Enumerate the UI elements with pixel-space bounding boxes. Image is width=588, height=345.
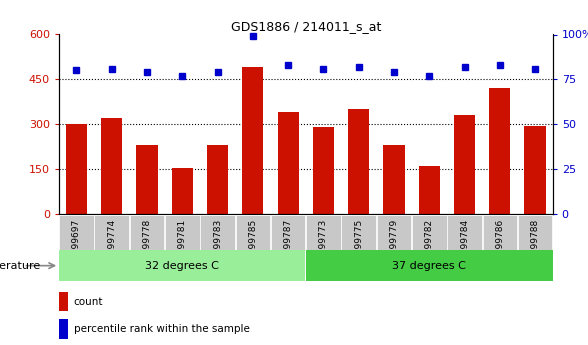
FancyBboxPatch shape bbox=[377, 215, 411, 276]
Bar bbox=[524, 126, 546, 214]
Text: GSM99697: GSM99697 bbox=[72, 219, 81, 268]
FancyBboxPatch shape bbox=[306, 250, 553, 281]
FancyBboxPatch shape bbox=[59, 215, 93, 276]
FancyBboxPatch shape bbox=[342, 215, 376, 276]
Text: count: count bbox=[74, 297, 103, 307]
Text: GSM99785: GSM99785 bbox=[248, 219, 258, 268]
Text: GSM99786: GSM99786 bbox=[495, 219, 505, 268]
FancyBboxPatch shape bbox=[271, 215, 305, 276]
Text: GSM99773: GSM99773 bbox=[319, 219, 328, 268]
Text: 37 degrees C: 37 degrees C bbox=[392, 261, 466, 270]
Text: GSM99779: GSM99779 bbox=[389, 219, 399, 268]
Text: GSM99775: GSM99775 bbox=[354, 219, 363, 268]
Text: GSM99783: GSM99783 bbox=[213, 219, 222, 268]
Text: GSM99782: GSM99782 bbox=[425, 219, 434, 268]
Bar bbox=[278, 112, 299, 214]
FancyBboxPatch shape bbox=[483, 215, 517, 276]
FancyBboxPatch shape bbox=[95, 215, 129, 276]
Title: GDS1886 / 214011_s_at: GDS1886 / 214011_s_at bbox=[230, 20, 381, 33]
Bar bbox=[101, 118, 122, 214]
FancyBboxPatch shape bbox=[236, 215, 270, 276]
Bar bbox=[66, 124, 87, 214]
Bar bbox=[313, 127, 334, 214]
FancyBboxPatch shape bbox=[59, 250, 305, 281]
Text: GSM99788: GSM99788 bbox=[530, 219, 540, 268]
FancyBboxPatch shape bbox=[130, 215, 164, 276]
FancyBboxPatch shape bbox=[518, 215, 552, 276]
Bar bbox=[383, 145, 405, 214]
Text: GSM99778: GSM99778 bbox=[142, 219, 152, 268]
Bar bbox=[489, 88, 510, 214]
Text: percentile rank within the sample: percentile rank within the sample bbox=[74, 324, 249, 334]
Bar bbox=[136, 145, 158, 214]
Text: GSM99781: GSM99781 bbox=[178, 219, 187, 268]
FancyBboxPatch shape bbox=[412, 215, 446, 276]
Bar bbox=[59, 292, 68, 311]
FancyBboxPatch shape bbox=[447, 215, 482, 276]
Bar bbox=[172, 168, 193, 214]
FancyBboxPatch shape bbox=[201, 215, 235, 276]
Bar bbox=[59, 319, 68, 339]
FancyBboxPatch shape bbox=[165, 215, 199, 276]
Bar bbox=[419, 166, 440, 214]
Text: temperature: temperature bbox=[0, 261, 41, 270]
Text: GSM99774: GSM99774 bbox=[107, 219, 116, 268]
Bar bbox=[207, 145, 228, 214]
FancyBboxPatch shape bbox=[306, 215, 340, 276]
Text: GSM99787: GSM99787 bbox=[283, 219, 293, 268]
Bar bbox=[348, 109, 369, 214]
Text: GSM99784: GSM99784 bbox=[460, 219, 469, 268]
Bar bbox=[242, 67, 263, 214]
Text: 32 degrees C: 32 degrees C bbox=[145, 261, 219, 270]
Bar bbox=[454, 115, 475, 214]
